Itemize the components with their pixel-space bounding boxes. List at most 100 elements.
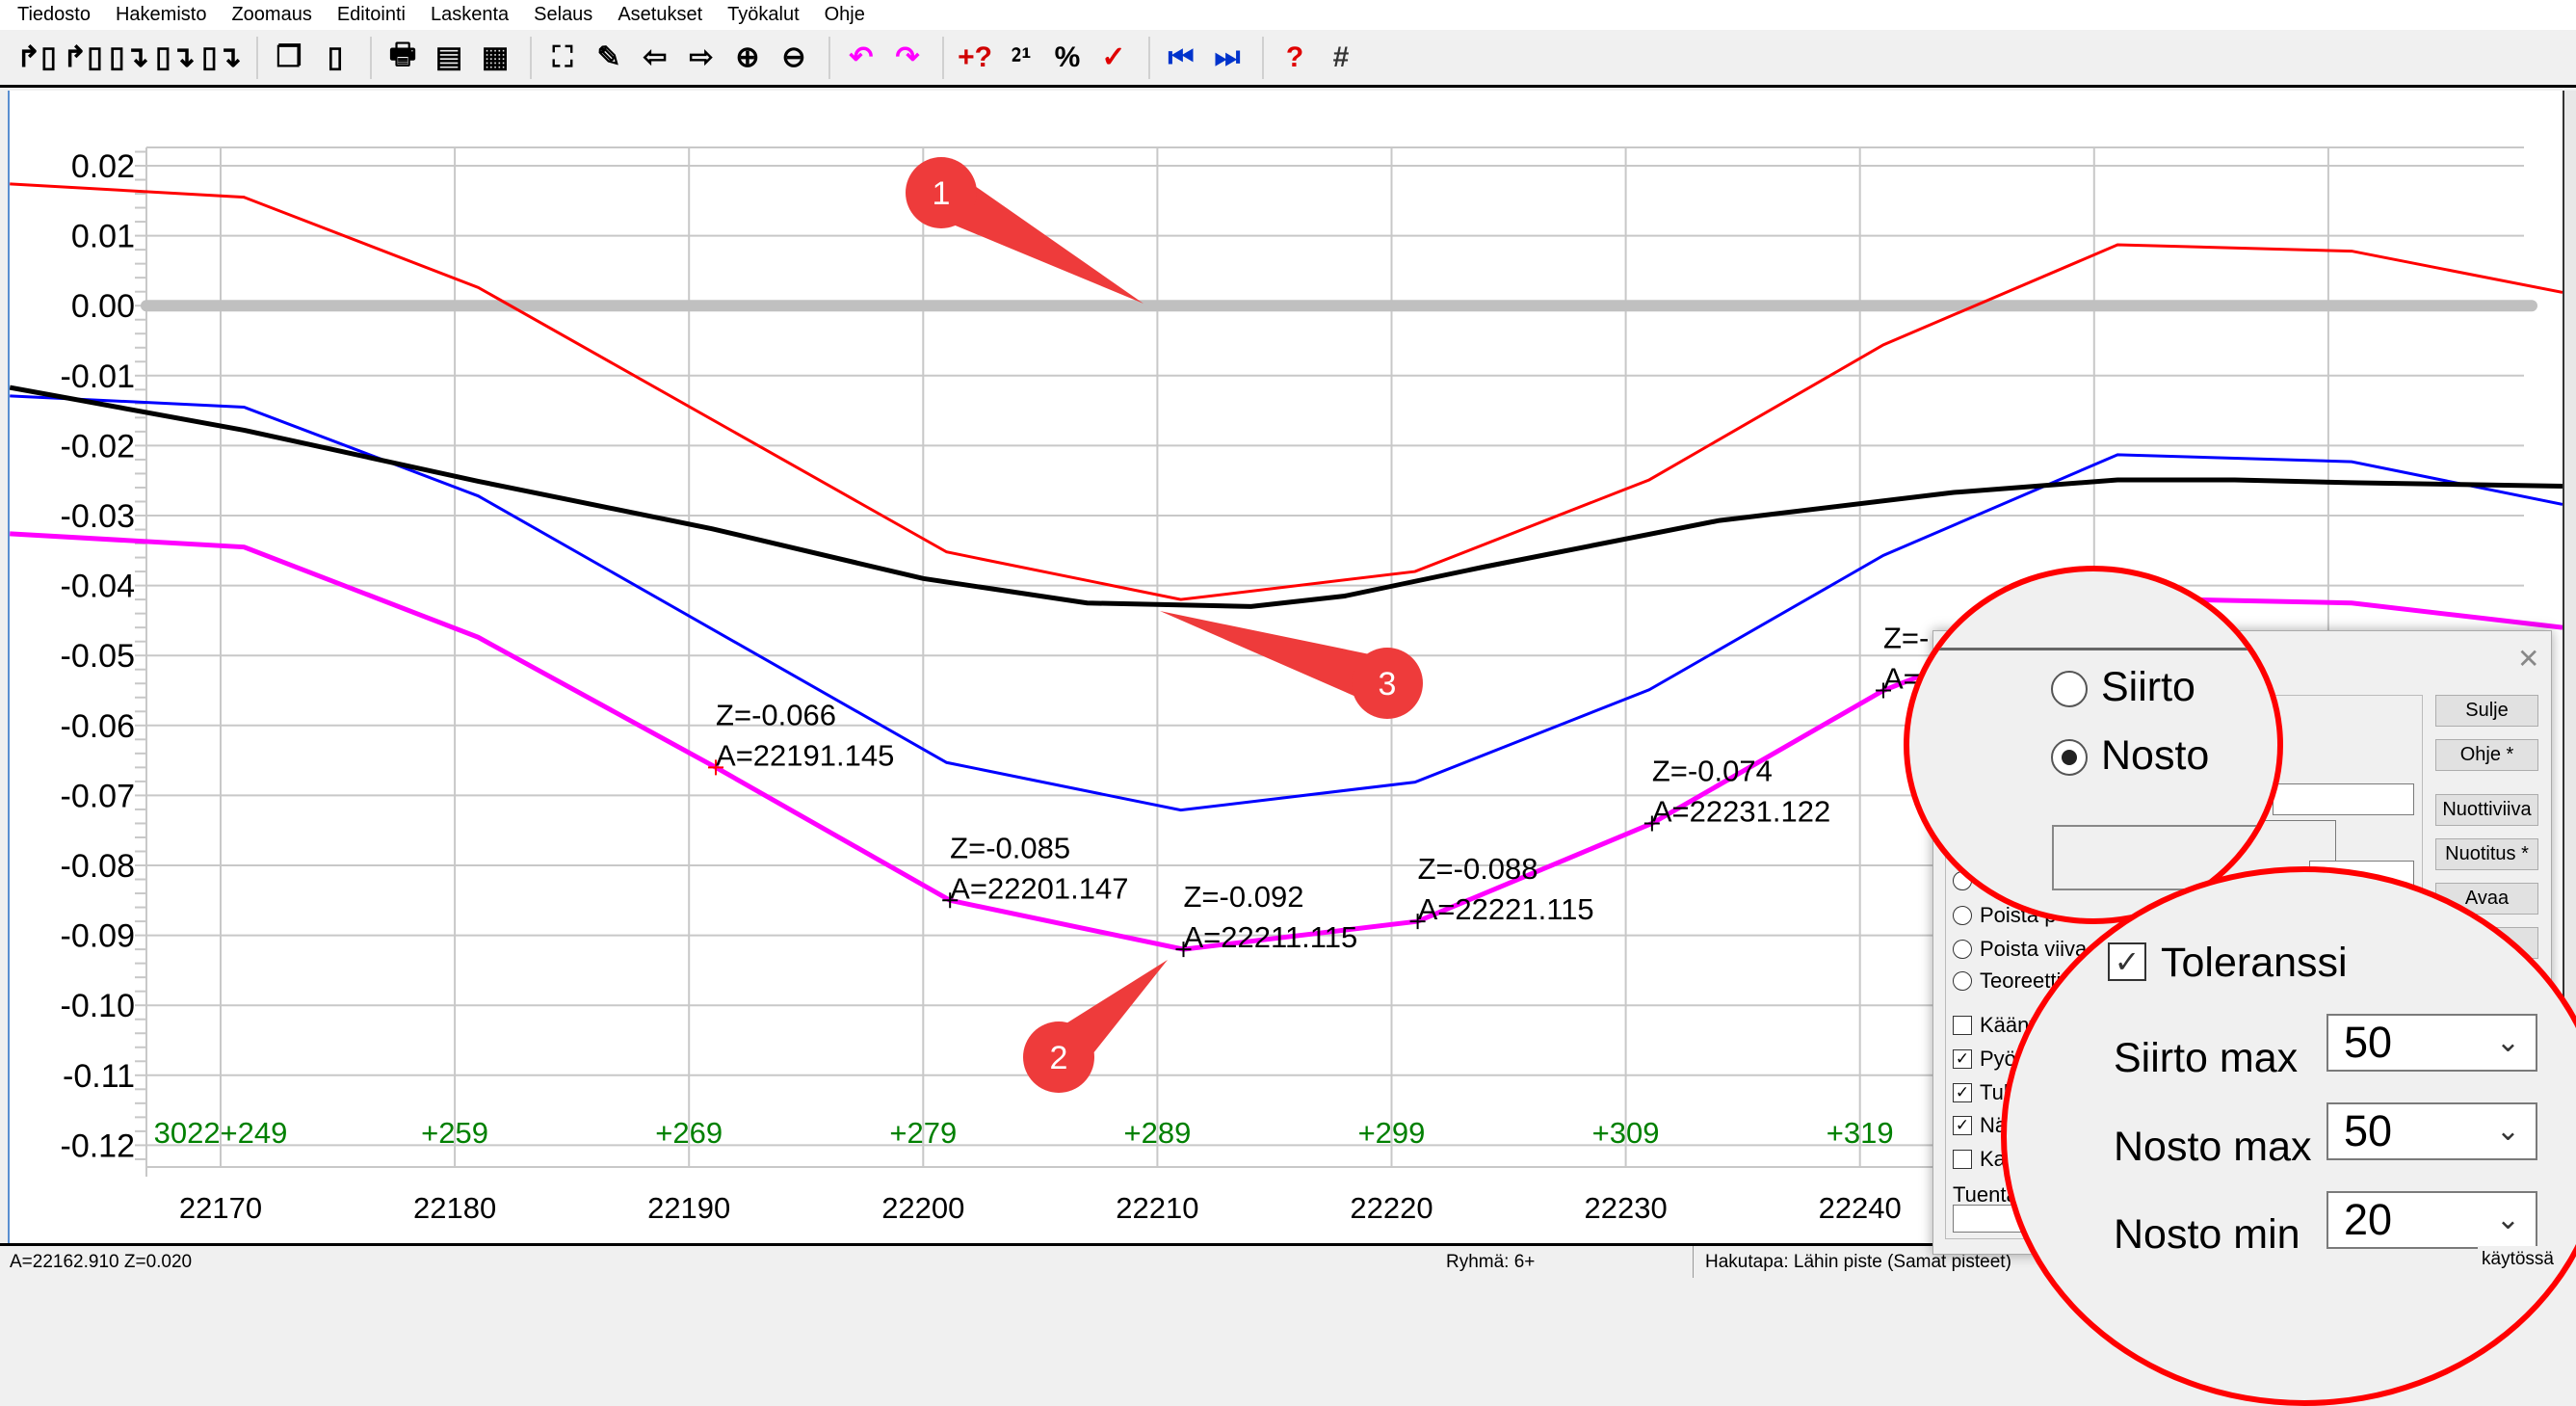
callout-2: 2 xyxy=(1023,960,1168,1093)
nosto-max-label: Nosto max xyxy=(2114,1124,2312,1170)
y-tick-label: 0.02 xyxy=(71,148,135,185)
menu-zoomaus[interactable]: Zoomaus xyxy=(231,4,312,25)
menu-hakemisto[interactable]: Hakemisto xyxy=(115,4,207,25)
open-file-2-button[interactable]: ↱▯ xyxy=(62,37,104,79)
point-z-label: Z=-0.092 xyxy=(1184,880,1304,914)
text-field[interactable] xyxy=(2273,783,2414,815)
zoom-out-button[interactable]: ⊖ xyxy=(773,37,815,79)
undo-button[interactable]: ↶ xyxy=(840,37,882,79)
point-z-label: Z=- xyxy=(1883,622,1929,655)
callout-1: 1 xyxy=(906,157,1143,304)
close-icon[interactable]: ✕ xyxy=(2517,644,2540,674)
x-tick-label: 22180 xyxy=(413,1191,496,1225)
pan-button[interactable]: ✎ xyxy=(588,37,630,79)
menu-editointi[interactable]: Editointi xyxy=(336,4,406,25)
callout-pointer xyxy=(1160,611,1395,707)
station-label: 3022+249 xyxy=(154,1116,288,1150)
save-file-button[interactable]: ▯↴ xyxy=(108,37,150,79)
point-marker[interactable] xyxy=(708,759,724,776)
option-checkbox[interactable] xyxy=(1953,1016,1972,1035)
open-file-button[interactable]: ↱▯ xyxy=(15,37,58,79)
nosto-max-select[interactable]: 50 ⌄ xyxy=(2326,1102,2537,1160)
new-page-button[interactable]: ▯ xyxy=(314,37,356,79)
scale-150-button[interactable]: ▤ xyxy=(428,37,470,79)
y-tick-label: -0.07 xyxy=(61,778,136,814)
point-marker[interactable] xyxy=(1643,815,1660,832)
arrow-left-button[interactable]: ⇦ xyxy=(634,37,676,79)
series-line-2[interactable] xyxy=(10,385,2563,609)
dialog-button-0[interactable]: Sulje xyxy=(2435,695,2538,727)
point-a-label: A=22211.115 xyxy=(1184,920,1358,954)
menu-laskenta[interactable]: Laskenta xyxy=(430,4,510,25)
copy-button[interactable]: ❐ xyxy=(268,37,310,79)
point-marker[interactable] xyxy=(1175,942,1192,958)
option-radio[interactable] xyxy=(1953,940,1972,959)
dialog-button-3[interactable]: Nuotitus * xyxy=(2435,838,2538,870)
option-checkbox[interactable]: ✓ xyxy=(1953,1083,1972,1102)
point-query-button[interactable]: +? xyxy=(954,37,996,79)
copy-icon: ❐ xyxy=(276,41,302,73)
radio-siirto[interactable] xyxy=(2051,671,2088,707)
siirto-max-value: 50 xyxy=(2344,1018,2393,1067)
save-as-button[interactable]: ▯↴ xyxy=(154,37,197,79)
grid-button[interactable]: # xyxy=(1320,37,1362,79)
series-line-0[interactable] xyxy=(10,182,2563,601)
y-tick-label: -0.06 xyxy=(61,708,136,745)
menu-selaus[interactable]: Selaus xyxy=(534,4,593,25)
toolbar-separator xyxy=(1262,36,1264,79)
print-button[interactable]: 🖶 xyxy=(381,37,424,79)
zoom-all-icon: ⛶ xyxy=(552,40,573,73)
arrow-right-button[interactable]: ⇨ xyxy=(680,37,723,79)
check-xy-button[interactable]: ✓ xyxy=(1092,37,1135,79)
callout-badge xyxy=(1023,1021,1094,1093)
y-tick-label: -0.05 xyxy=(61,638,136,675)
y-tick-label: -0.02 xyxy=(61,428,136,464)
menu-tiedosto[interactable]: Tiedosto xyxy=(17,4,91,25)
point-numbering-button[interactable]: ⁲¹ xyxy=(1000,37,1042,79)
y-tick-label: -0.11 xyxy=(63,1058,135,1095)
station-label: +299 xyxy=(1358,1116,1426,1150)
menu-työkalut[interactable]: Työkalut xyxy=(727,4,800,25)
zoom-in-button[interactable]: ⊕ xyxy=(726,37,769,79)
magnifier-mode: Siirto Nosto xyxy=(1904,566,2283,924)
radio-siirto-label: Siirto xyxy=(2101,664,2195,710)
point-a-label: A=22231.122 xyxy=(1652,794,1830,828)
nosto-min-select[interactable]: 20 ⌄ xyxy=(2326,1191,2537,1249)
menu-ohje[interactable]: Ohje xyxy=(824,4,865,25)
point-marker[interactable] xyxy=(942,892,959,909)
status-right: käytössä xyxy=(2478,1246,2558,1273)
layout-button[interactable]: ▦ xyxy=(474,37,516,79)
xyz-button[interactable]: % xyxy=(1046,37,1089,79)
callout-badge xyxy=(906,157,977,228)
help-button[interactable]: ? xyxy=(1274,37,1316,79)
tolerance-checkbox[interactable]: ✓ xyxy=(2108,942,2146,981)
option-radio[interactable] xyxy=(1953,906,1972,925)
option-checkbox[interactable]: ✓ xyxy=(1953,1116,1972,1135)
status-divider xyxy=(1693,1246,1694,1278)
zoom-all-button[interactable]: ⛶ xyxy=(541,37,584,79)
menu-asetukset[interactable]: Asetukset xyxy=(618,4,703,25)
point-marker[interactable] xyxy=(1409,914,1426,930)
previous-button[interactable]: ⏮ xyxy=(1160,37,1202,79)
siirto-max-label: Siirto max xyxy=(2114,1035,2299,1081)
siirto-max-select[interactable]: 50 ⌄ xyxy=(2326,1014,2537,1072)
next-button[interactable]: ⏭ xyxy=(1206,37,1249,79)
export-file-button[interactable]: ▯↴ xyxy=(200,37,243,79)
radio-nosto[interactable] xyxy=(2051,739,2088,776)
open-file-icon: ↱▯ xyxy=(16,41,57,73)
point-z-label: Z=-0.066 xyxy=(716,698,836,731)
dialog-button-1[interactable]: Ohje * xyxy=(2435,739,2538,771)
redo-button[interactable]: ↷ xyxy=(886,37,929,79)
point-z-label: Z=-0.085 xyxy=(950,831,1070,864)
point-marker[interactable] xyxy=(1876,682,1892,699)
y-tick-label: -0.01 xyxy=(61,358,136,395)
station-label: +289 xyxy=(1123,1116,1191,1150)
y-tick-label: 0.00 xyxy=(71,288,135,325)
option-checkbox[interactable] xyxy=(1953,1150,1972,1169)
option-radio[interactable] xyxy=(1953,971,1972,991)
callout-number: 3 xyxy=(1379,666,1397,703)
magnifier-tolerance: ✓ Toleranssi Siirto max 50 ⌄ Nosto max 50… xyxy=(2001,866,2576,1406)
callout-badge xyxy=(1352,648,1423,719)
dialog-button-2[interactable]: Nuottiviiva xyxy=(2435,794,2538,826)
option-checkbox[interactable]: ✓ xyxy=(1953,1049,1972,1069)
